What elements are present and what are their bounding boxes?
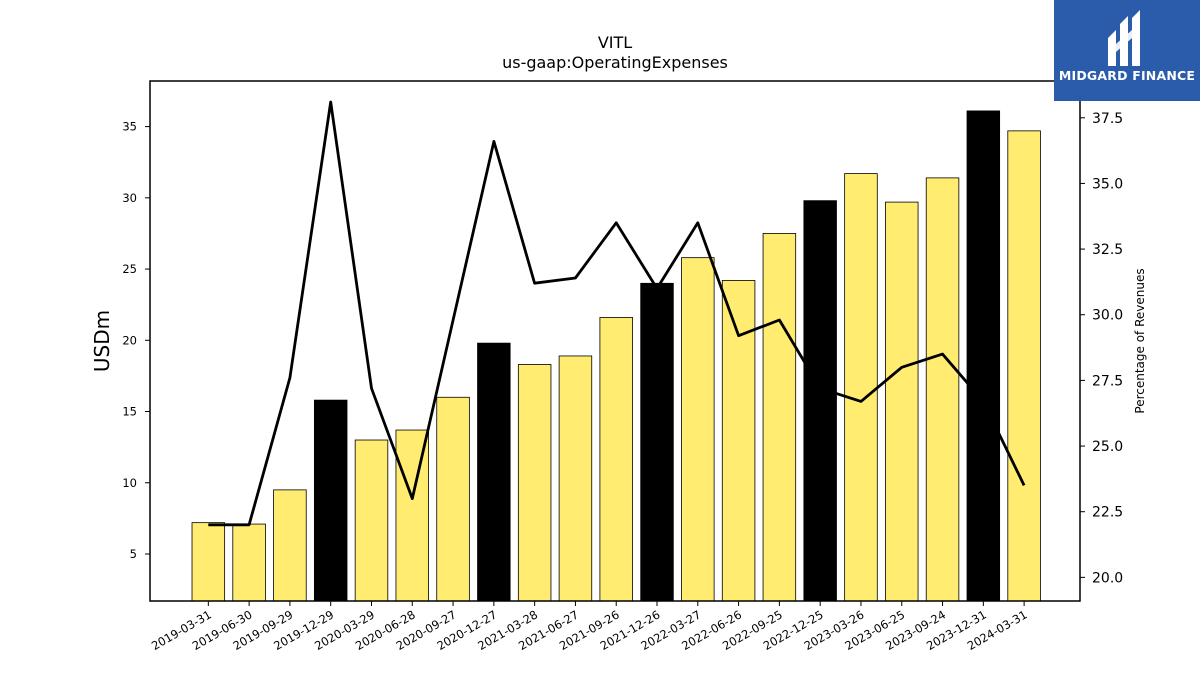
bar-2019-06-30 bbox=[232, 523, 266, 602]
bar-2023-03-26 bbox=[844, 173, 878, 602]
y-tick-label: 5 bbox=[130, 547, 137, 561]
y2-tick-label: 27.5 bbox=[1092, 373, 1123, 389]
bar-2023-12-31 bbox=[966, 110, 1001, 602]
brand-logo: MIDGARD FINANCE bbox=[1054, 0, 1200, 101]
bar-2021-03-28 bbox=[517, 364, 552, 602]
x-axis-ticks: 2019-03-312019-06-302019-09-292019-12-29… bbox=[149, 601, 1030, 653]
bar-2024-03-31 bbox=[1007, 130, 1041, 602]
bar-2020-03-29 bbox=[354, 439, 389, 602]
bar-2022-06-26 bbox=[721, 280, 756, 602]
y2-tick-label: 37.5 bbox=[1092, 111, 1123, 127]
y-tick-label: 30 bbox=[122, 191, 137, 205]
chart-title: VITL bbox=[598, 33, 632, 52]
y2-tick-label: 25.0 bbox=[1092, 439, 1123, 455]
bar-2021-09-26 bbox=[599, 317, 633, 602]
y-tick-label: 15 bbox=[122, 405, 137, 419]
y-axis-ticks: 5 10 15 20 25 30 35 bbox=[122, 120, 150, 561]
y-tick-label: 20 bbox=[122, 333, 137, 347]
bar-2023-06-25 bbox=[885, 201, 919, 602]
percentage-line bbox=[208, 100, 1026, 527]
y2-axis-label: Percentage of Revenues bbox=[1133, 268, 1147, 413]
plot-frame bbox=[149, 80, 1081, 602]
bar-2023-09-24 bbox=[925, 177, 960, 602]
bar-2019-03-31 bbox=[191, 522, 226, 602]
y2-tick-label: 20.0 bbox=[1092, 570, 1123, 586]
bar-2020-06-28 bbox=[395, 429, 429, 602]
y-tick-label: 35 bbox=[122, 120, 137, 134]
y-axis-label: USDm bbox=[90, 310, 114, 372]
bar-2020-12-27 bbox=[477, 342, 511, 602]
y2-tick-label: 35.0 bbox=[1092, 176, 1123, 192]
bar-2022-12-25 bbox=[803, 200, 837, 602]
y-tick-label: 25 bbox=[122, 262, 137, 276]
y2-tick-label: 32.5 bbox=[1092, 242, 1123, 258]
y-tick-label: 10 bbox=[122, 476, 137, 490]
chart-subtitle: us-gaap:OperatingExpenses bbox=[502, 53, 728, 72]
y2-tick-label: 30.0 bbox=[1092, 308, 1123, 324]
midgard-logo-icon bbox=[1108, 10, 1140, 66]
bar-2019-12-29 bbox=[313, 399, 348, 602]
y2-axis-ticks: 20.0 22.5 25.0 27.5 30.0 32.5 35.0 37.5 bbox=[1080, 111, 1123, 586]
bar-2021-12-26 bbox=[640, 282, 674, 602]
bar-2021-06-27 bbox=[558, 355, 593, 602]
brand-logo-text: MIDGARD FINANCE bbox=[1058, 68, 1196, 83]
y2-tick-label: 22.5 bbox=[1092, 505, 1123, 521]
bar-2022-09-25 bbox=[762, 233, 797, 602]
bar-2022-03-27 bbox=[681, 257, 715, 602]
bar-series bbox=[191, 110, 1041, 602]
bar-2020-09-27 bbox=[436, 396, 470, 602]
bar-2019-09-29 bbox=[273, 489, 307, 602]
